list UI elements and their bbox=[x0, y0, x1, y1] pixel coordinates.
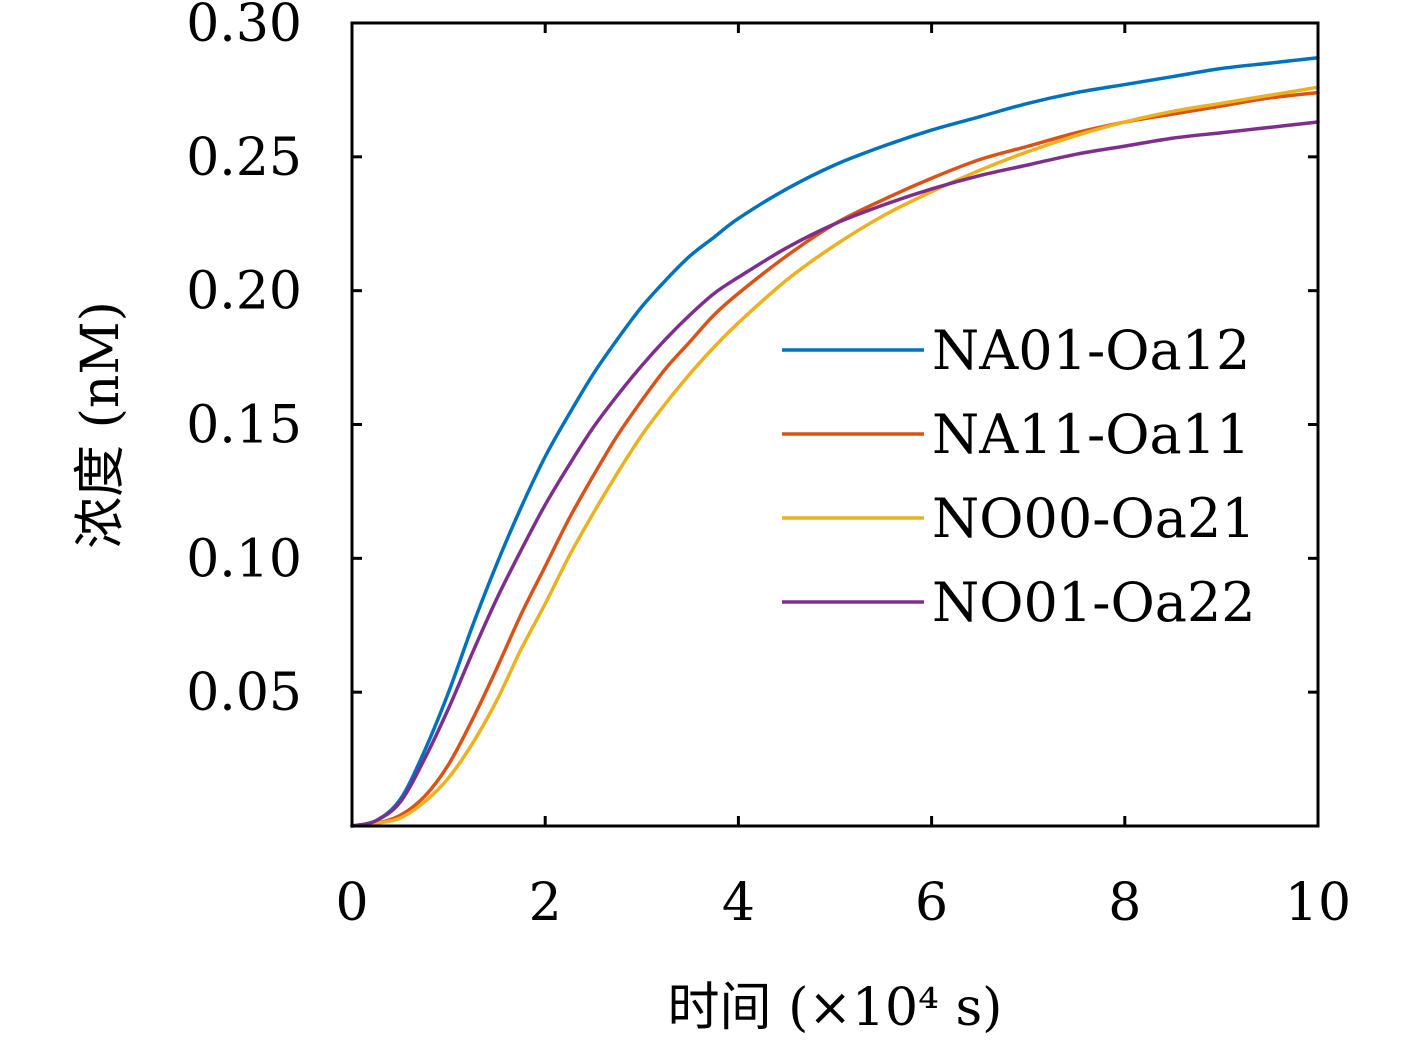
plot-frame bbox=[350, 21, 1320, 828]
y-tick-label: 0.30 bbox=[186, 0, 302, 54]
x-tick-label: 6 bbox=[915, 873, 948, 933]
y-tick-labels: 0.05 0.10 0.15 0.20 0.25 0.30 bbox=[186, 0, 302, 723]
series-line-na01-oa12 bbox=[350, 56, 1320, 828]
x-tick-label: 8 bbox=[1108, 873, 1141, 933]
x-tick-labels: 0 2 4 6 8 10 bbox=[335, 873, 1351, 933]
y-tick-label: 0.25 bbox=[186, 128, 302, 188]
x-tick-label: 0 bbox=[335, 873, 368, 933]
y-tick-label: 0.20 bbox=[186, 262, 302, 322]
x-tick-label: 2 bbox=[529, 873, 562, 933]
y-tick-label: 0.10 bbox=[186, 529, 302, 589]
x-tick-label: 10 bbox=[1285, 873, 1351, 933]
series-line-no00-oa21 bbox=[350, 85, 1320, 828]
legend-label: NA11-Oa11 bbox=[932, 403, 1250, 466]
series-line-na11-oa11 bbox=[350, 90, 1320, 828]
y-tick-label: 0.05 bbox=[186, 663, 302, 723]
x-axis-label: 时间 (×10⁴ s) bbox=[668, 978, 1003, 1038]
legend-label: NO01-Oa22 bbox=[932, 571, 1256, 634]
legend-label: NA01-Oa12 bbox=[932, 319, 1250, 382]
series-lines bbox=[350, 56, 1320, 828]
legend-label: NO00-Oa21 bbox=[932, 487, 1256, 550]
y-tick-label: 0.15 bbox=[186, 396, 302, 456]
series-line-no01-oa22 bbox=[350, 120, 1320, 828]
y-axis-label: 浓度 (nM) bbox=[71, 301, 131, 549]
x-tick-label: 4 bbox=[722, 873, 755, 933]
legend: NA01-Oa12 NA11-Oa11 NO00-Oa21 NO01-Oa22 bbox=[782, 319, 1256, 634]
